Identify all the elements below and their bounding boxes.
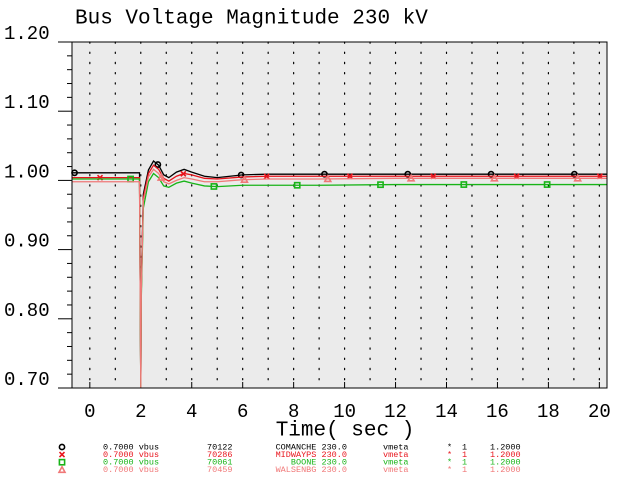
series-line <box>72 168 607 389</box>
plot-background <box>72 42 607 388</box>
x-tick-label: 8 <box>288 401 299 423</box>
legend-text: 70459 <box>207 465 233 475</box>
legend-text: 0.7000 vbus <box>103 465 159 475</box>
marker <box>58 451 66 458</box>
legend-text: 1.2000 <box>490 465 521 475</box>
marker <box>490 173 499 182</box>
x-tick-label: 20 <box>588 401 611 423</box>
x-tick-label: 2 <box>135 401 146 423</box>
legend-text: 70286 <box>207 450 233 460</box>
legend-text: WALSENBG 230.0 <box>276 465 347 475</box>
legend-text: 1.2000 <box>490 457 521 467</box>
marker <box>406 173 416 182</box>
legend-text: 1 <box>462 442 467 452</box>
marker <box>460 181 468 188</box>
x-axis-label: Time( sec ) <box>276 420 415 443</box>
legend-text: * <box>447 450 452 460</box>
legend-text: 1.2000 <box>490 442 521 452</box>
plot-frame <box>71 41 608 389</box>
marker <box>323 174 333 183</box>
x-tick-label: 12 <box>384 401 407 423</box>
legend-text: 0.7000 vbus <box>103 457 159 467</box>
marker <box>210 183 218 190</box>
marker <box>293 181 301 189</box>
x-tick-label: 4 <box>186 401 197 423</box>
marker <box>57 465 67 474</box>
legend-text: 0.7000 vbus <box>103 442 159 452</box>
marker <box>180 170 187 177</box>
legend-text: 70122 <box>207 442 233 452</box>
x-tick-label: 10 <box>333 401 356 423</box>
legend-text: vmeta <box>383 450 409 460</box>
x-tick-label: 6 <box>237 401 248 423</box>
legend-text: BOONE 230.0 <box>291 457 347 467</box>
legend-text: vmeta <box>383 457 409 467</box>
x-tick-label: 0 <box>84 401 95 423</box>
y-tick-label: 1.00 <box>4 161 50 183</box>
marker <box>240 174 249 183</box>
x-tick-label: 16 <box>486 401 509 423</box>
legend-text: * <box>447 442 452 452</box>
marker <box>377 181 384 189</box>
y-tick-label: 1.10 <box>4 92 50 114</box>
marker <box>58 458 66 466</box>
y-tick-label: 0.70 <box>4 369 50 391</box>
legend-text: MIDWAYPS 230.0 <box>276 450 347 460</box>
marker <box>346 173 354 180</box>
marker <box>156 172 166 181</box>
legend-text: 0.7000 vbus <box>103 450 159 460</box>
legend-text: 1 <box>462 450 467 460</box>
legend-text: 70061 <box>207 457 233 467</box>
legend-text: COMANCHE 230.0 <box>276 442 347 452</box>
legend-text: * <box>447 465 452 475</box>
marker <box>573 173 583 182</box>
legend-text: 1 <box>462 465 467 475</box>
x-tick-label: 14 <box>435 401 458 423</box>
legend-text: 1 <box>462 457 467 467</box>
chart-title: Bus Voltage Magnitude 230 kV <box>75 8 428 31</box>
y-tick-label: 0.90 <box>4 231 50 253</box>
y-tick-label: 0.80 <box>4 300 50 322</box>
x-tick-label: 18 <box>537 401 560 423</box>
marker <box>543 181 551 188</box>
legend-text: vmeta <box>383 442 409 452</box>
legend-text: vmeta <box>383 465 409 475</box>
legend-text: * <box>447 457 452 467</box>
marker <box>263 173 270 180</box>
legend-text: 1.2000 <box>490 450 521 460</box>
y-tick-label: 1.20 <box>4 23 50 45</box>
marker <box>58 443 66 451</box>
marker <box>154 161 162 168</box>
